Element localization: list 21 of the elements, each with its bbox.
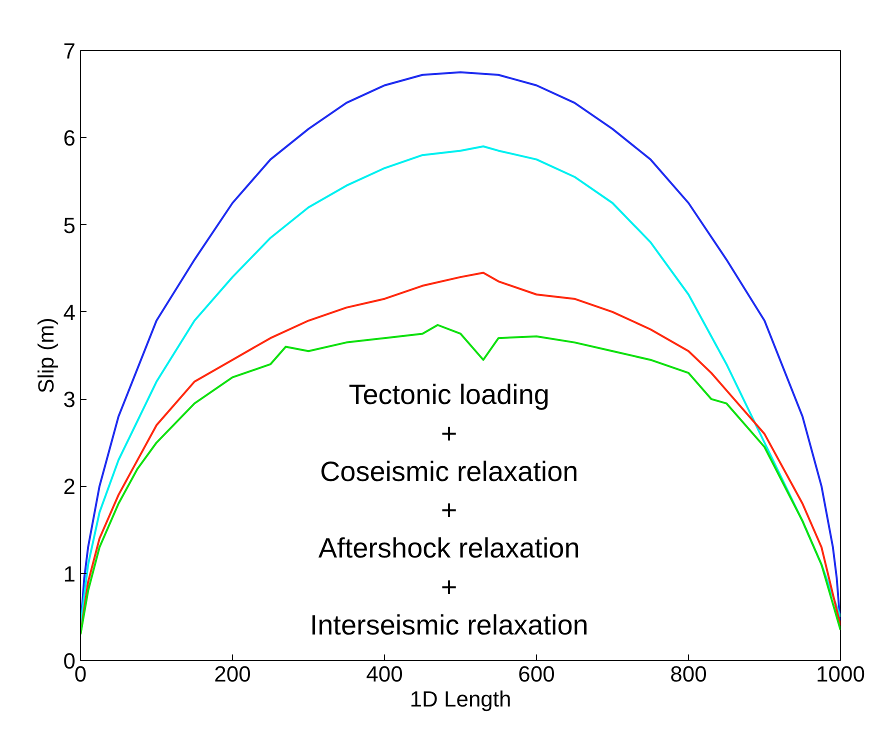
annotation: Interseismic relaxation bbox=[310, 609, 588, 640]
y-tick-label: 5 bbox=[63, 212, 76, 238]
y-tick-label: 4 bbox=[63, 300, 76, 325]
annotation: Aftershock relaxation bbox=[318, 532, 580, 564]
x-tick-label: 400 bbox=[366, 662, 403, 686]
y-tick-label: 1 bbox=[63, 561, 76, 586]
annotation: + bbox=[440, 571, 458, 602]
y-tick-label: 2 bbox=[63, 474, 76, 500]
annotation: Tectonic loading bbox=[348, 379, 550, 410]
x-tick-label: 600 bbox=[518, 662, 555, 686]
x-tick-label: 800 bbox=[670, 662, 707, 686]
y-tick-label: 7 bbox=[63, 38, 76, 64]
annotation: Coseismic relaxation bbox=[320, 456, 578, 487]
x-axis-title: 1D Length bbox=[410, 686, 512, 712]
annotation: + bbox=[440, 418, 458, 450]
x-tick-label: 200 bbox=[214, 662, 251, 686]
annotation: + bbox=[440, 494, 458, 526]
y-tick-label: 3 bbox=[63, 387, 76, 412]
x-tick-label: 1000 bbox=[816, 662, 865, 686]
y-tick-label: 6 bbox=[63, 126, 76, 151]
y-axis-title: Slip (m) bbox=[33, 318, 58, 394]
